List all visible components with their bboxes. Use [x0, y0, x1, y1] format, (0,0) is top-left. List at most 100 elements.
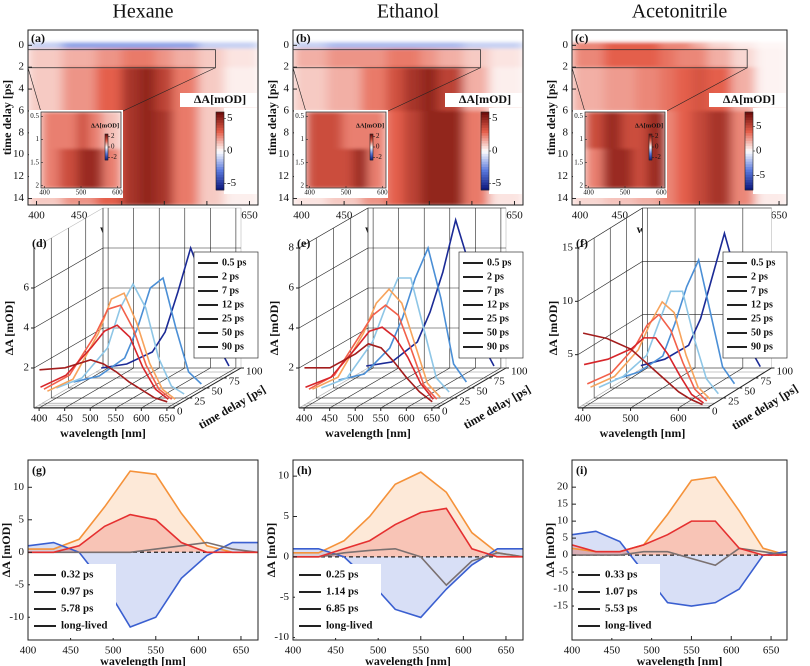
y-tick-label: 5	[568, 348, 574, 360]
colorbar-slice	[370, 146, 373, 148]
panel-label: (e)	[297, 236, 310, 250]
y-axis-label: ΔA [mOD]	[267, 301, 281, 356]
inset-y-tick-label: 1.5	[295, 158, 304, 166]
inset-y-tick-label: 1	[36, 135, 40, 143]
series-line	[293, 547, 523, 587]
y-tick-label: 0	[284, 39, 290, 51]
colorbar-backdrop	[180, 93, 257, 107]
colorbar-slice	[216, 174, 224, 178]
inset-cell	[621, 112, 633, 150]
colorbar-slice	[216, 114, 224, 118]
colorbar-slice	[745, 132, 753, 136]
legend-label: 90 ps	[222, 341, 244, 352]
colorbar-slice	[105, 156, 108, 158]
z-tick-label: 25	[459, 396, 471, 408]
y-tick-label: 10	[278, 470, 290, 482]
heatmap-cell	[327, 48, 362, 68]
y-tick-label: -10	[9, 611, 24, 623]
inset-cell	[306, 112, 325, 150]
x-axis-label: wavelength [nm]	[100, 654, 186, 666]
colorbar-slice	[649, 146, 652, 148]
legend-label: long-lived	[61, 620, 107, 632]
y-tick-label: 12	[557, 170, 568, 182]
colorbar-slice	[481, 138, 489, 141]
colorbar-slice	[216, 127, 224, 131]
colorbar-slice	[370, 135, 373, 137]
colorbar-slice	[370, 148, 373, 150]
colorbar-slice	[481, 117, 489, 121]
x-tick-label: 650	[498, 645, 515, 657]
spectrum	[583, 337, 704, 404]
heatmap-cell	[403, 67, 422, 112]
colorbar-slice	[216, 158, 224, 162]
zoom-connector	[292, 67, 307, 113]
inset-heatmap	[306, 112, 386, 188]
z-axis-label: time delay [ps]	[461, 382, 533, 432]
colorbar-slice	[370, 149, 373, 151]
heatmap-cell	[675, 42, 692, 50]
colorbar-slice	[105, 139, 108, 141]
panel-label: (f)	[576, 236, 588, 250]
colorbar-slice	[649, 139, 652, 141]
x-tick-label: 600	[133, 413, 150, 425]
colorbar-slice	[370, 144, 373, 146]
y-tick-label: 2	[284, 61, 290, 73]
heatmap-cell	[96, 42, 123, 50]
colorbar-slice	[481, 140, 489, 144]
zoom-connector	[120, 67, 216, 113]
spectrum	[47, 292, 176, 400]
x-tick-label: 450	[336, 210, 353, 222]
colorbar-slice	[216, 151, 224, 154]
spectrum	[56, 282, 185, 395]
colorbar-slice	[649, 143, 652, 145]
heatmap-cell	[138, 67, 157, 112]
inset-cell	[59, 112, 78, 150]
colorbar-slice	[745, 135, 753, 139]
y-tick-label: 6	[24, 282, 30, 294]
colorbar-backdrop	[445, 93, 522, 107]
zoom-connector	[571, 67, 586, 113]
colorbar-slice	[216, 164, 224, 167]
colorbar-slice	[649, 141, 652, 143]
y-tick-label: 0	[563, 39, 569, 51]
colorbar-tick-label: -2	[655, 153, 661, 161]
colorbar-slice	[481, 143, 489, 147]
z-axis-label: time delay [ps]	[729, 381, 800, 433]
heatmap-cell	[96, 30, 123, 43]
inset-cell	[621, 148, 633, 188]
colorbar-slice	[745, 156, 753, 160]
x-tick-label: 600	[398, 413, 415, 425]
inset-cell	[585, 148, 604, 188]
heatmap-cell	[155, 48, 174, 68]
colorbar-slice	[481, 148, 489, 152]
colorbar-slice	[649, 147, 652, 150]
heatmap-cell	[386, 67, 405, 112]
legend-label: 0.97 ps	[61, 586, 94, 598]
colorbar-slice	[370, 151, 373, 153]
heatmap-cell	[172, 42, 199, 50]
colorbar-slice	[481, 187, 489, 191]
colorbar-slice	[105, 135, 108, 137]
heatmap-cell	[223, 48, 258, 68]
panel-label: (h)	[297, 463, 312, 477]
heatmap-cell	[731, 42, 756, 50]
inset-y-tick-label: 1.5	[30, 158, 39, 166]
inset-y-tick-label: 1	[580, 135, 584, 143]
plot-frame	[27, 459, 259, 641]
y-tick-label: -10	[274, 631, 289, 643]
colorbar-tick-label: 5	[227, 112, 233, 124]
heatmap-cell	[420, 48, 439, 68]
heatmap-cell	[155, 110, 174, 205]
z-tick-label: 0	[442, 406, 448, 418]
x-tick-label: 600	[723, 645, 740, 657]
z-tick-label: 100	[246, 366, 263, 378]
colorbar-slice	[216, 122, 224, 126]
legend-label: 1.07 ps	[605, 586, 638, 598]
z-tick-label: 100	[511, 366, 528, 378]
inset-x-tick-label: 600	[112, 189, 123, 197]
panel-title: Hexane	[112, 1, 173, 23]
series-line	[293, 507, 523, 558]
plot-frame	[571, 459, 788, 641]
colorbar-slice	[370, 139, 373, 141]
inset-cell	[342, 148, 354, 188]
